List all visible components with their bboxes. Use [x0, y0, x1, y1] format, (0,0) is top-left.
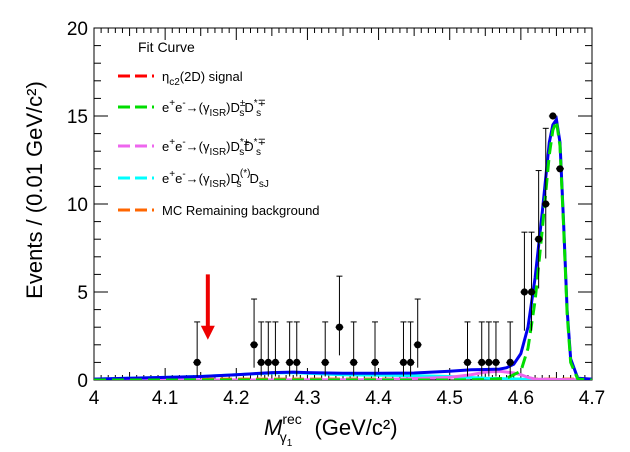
data-point — [271, 321, 280, 377]
data-point — [506, 321, 515, 377]
y-tick-label: 20 — [67, 19, 88, 40]
y-tick-label: 10 — [67, 195, 88, 216]
data-point — [250, 298, 259, 368]
x-axis-title: Mrec γ1 (GeV/c²) — [264, 411, 398, 449]
data-point — [371, 321, 380, 377]
svg-text:ηc2(2D) signal: ηc2(2D) signal — [162, 69, 243, 88]
data-point — [321, 321, 330, 377]
data-point — [477, 321, 486, 377]
x-tick-label: 4.4 — [365, 388, 392, 409]
data-point — [413, 298, 422, 368]
annotations — [200, 274, 215, 340]
data-point — [463, 321, 472, 377]
x-tick-label: 4.3 — [294, 388, 320, 409]
data-point — [257, 321, 266, 377]
data-points — [193, 112, 564, 377]
x-tick-label: 4.5 — [437, 388, 463, 409]
data-point — [399, 321, 408, 377]
data-point — [349, 321, 358, 377]
data-point — [534, 170, 543, 289]
data-point — [527, 231, 536, 331]
legend-entry: e+e-→(γISR)D± sD*∓ s — [118, 98, 266, 119]
svg-text:e+e-→(γISR)D±sD*∓s: e+e-→(γISR)D± sD*∓ s — [162, 98, 266, 119]
data-point — [491, 321, 500, 377]
curve-ds_dsstar — [94, 115, 592, 380]
data-point — [555, 165, 564, 173]
x-tick-label: 4 — [89, 388, 100, 409]
data-point — [541, 127, 550, 259]
legend-entry: ηc2(2D) signal — [118, 69, 243, 88]
legend: Fit Curve ηc2(2D) signal e+e-→(γISR)D± sD*∓… — [118, 39, 320, 218]
y-tick-label: 0 — [77, 371, 88, 392]
legend-title: Fit Curve — [138, 39, 195, 55]
legend-entry: e+e-→(γISR)D*± sD*∓ s — [118, 137, 266, 158]
data-point — [292, 321, 301, 377]
axes: 4 4.1 4.2 4.3 4.4 4.5 4.6 4.7 0 5 10 15 20 Events / (… — [22, 19, 605, 449]
data-point — [335, 275, 344, 356]
svg-text:e+e-→(γISR)D*±sD*∓s: e+e-→(γISR)D*± sD*∓ s — [162, 137, 266, 158]
data-point — [193, 321, 202, 377]
legend-entry: e+e-→(γISR)D(*) s DsJ — [118, 168, 269, 190]
data-point — [285, 321, 294, 377]
curve-total — [94, 115, 592, 380]
data-point — [520, 231, 529, 331]
y-tick-label: 15 — [67, 107, 88, 128]
legend-entry: MC Remaining background — [118, 203, 320, 218]
data-point — [484, 321, 493, 377]
svg-text:MC Remaining background: MC Remaining background — [162, 203, 320, 218]
fit-curves — [94, 115, 592, 380]
data-point — [264, 321, 273, 377]
x-tick-label: 4.2 — [223, 388, 249, 409]
x-tick-label: 4.1 — [152, 388, 178, 409]
y-axis-title: Events / (0.01 GeV/c²) — [22, 81, 47, 299]
data-point — [548, 112, 557, 120]
x-tick-label: 4.7 — [579, 388, 605, 409]
data-point — [406, 321, 415, 377]
x-tick-label: 4.6 — [508, 388, 534, 409]
y-tick-label: 5 — [77, 283, 88, 304]
arrow-annotation — [200, 274, 215, 340]
